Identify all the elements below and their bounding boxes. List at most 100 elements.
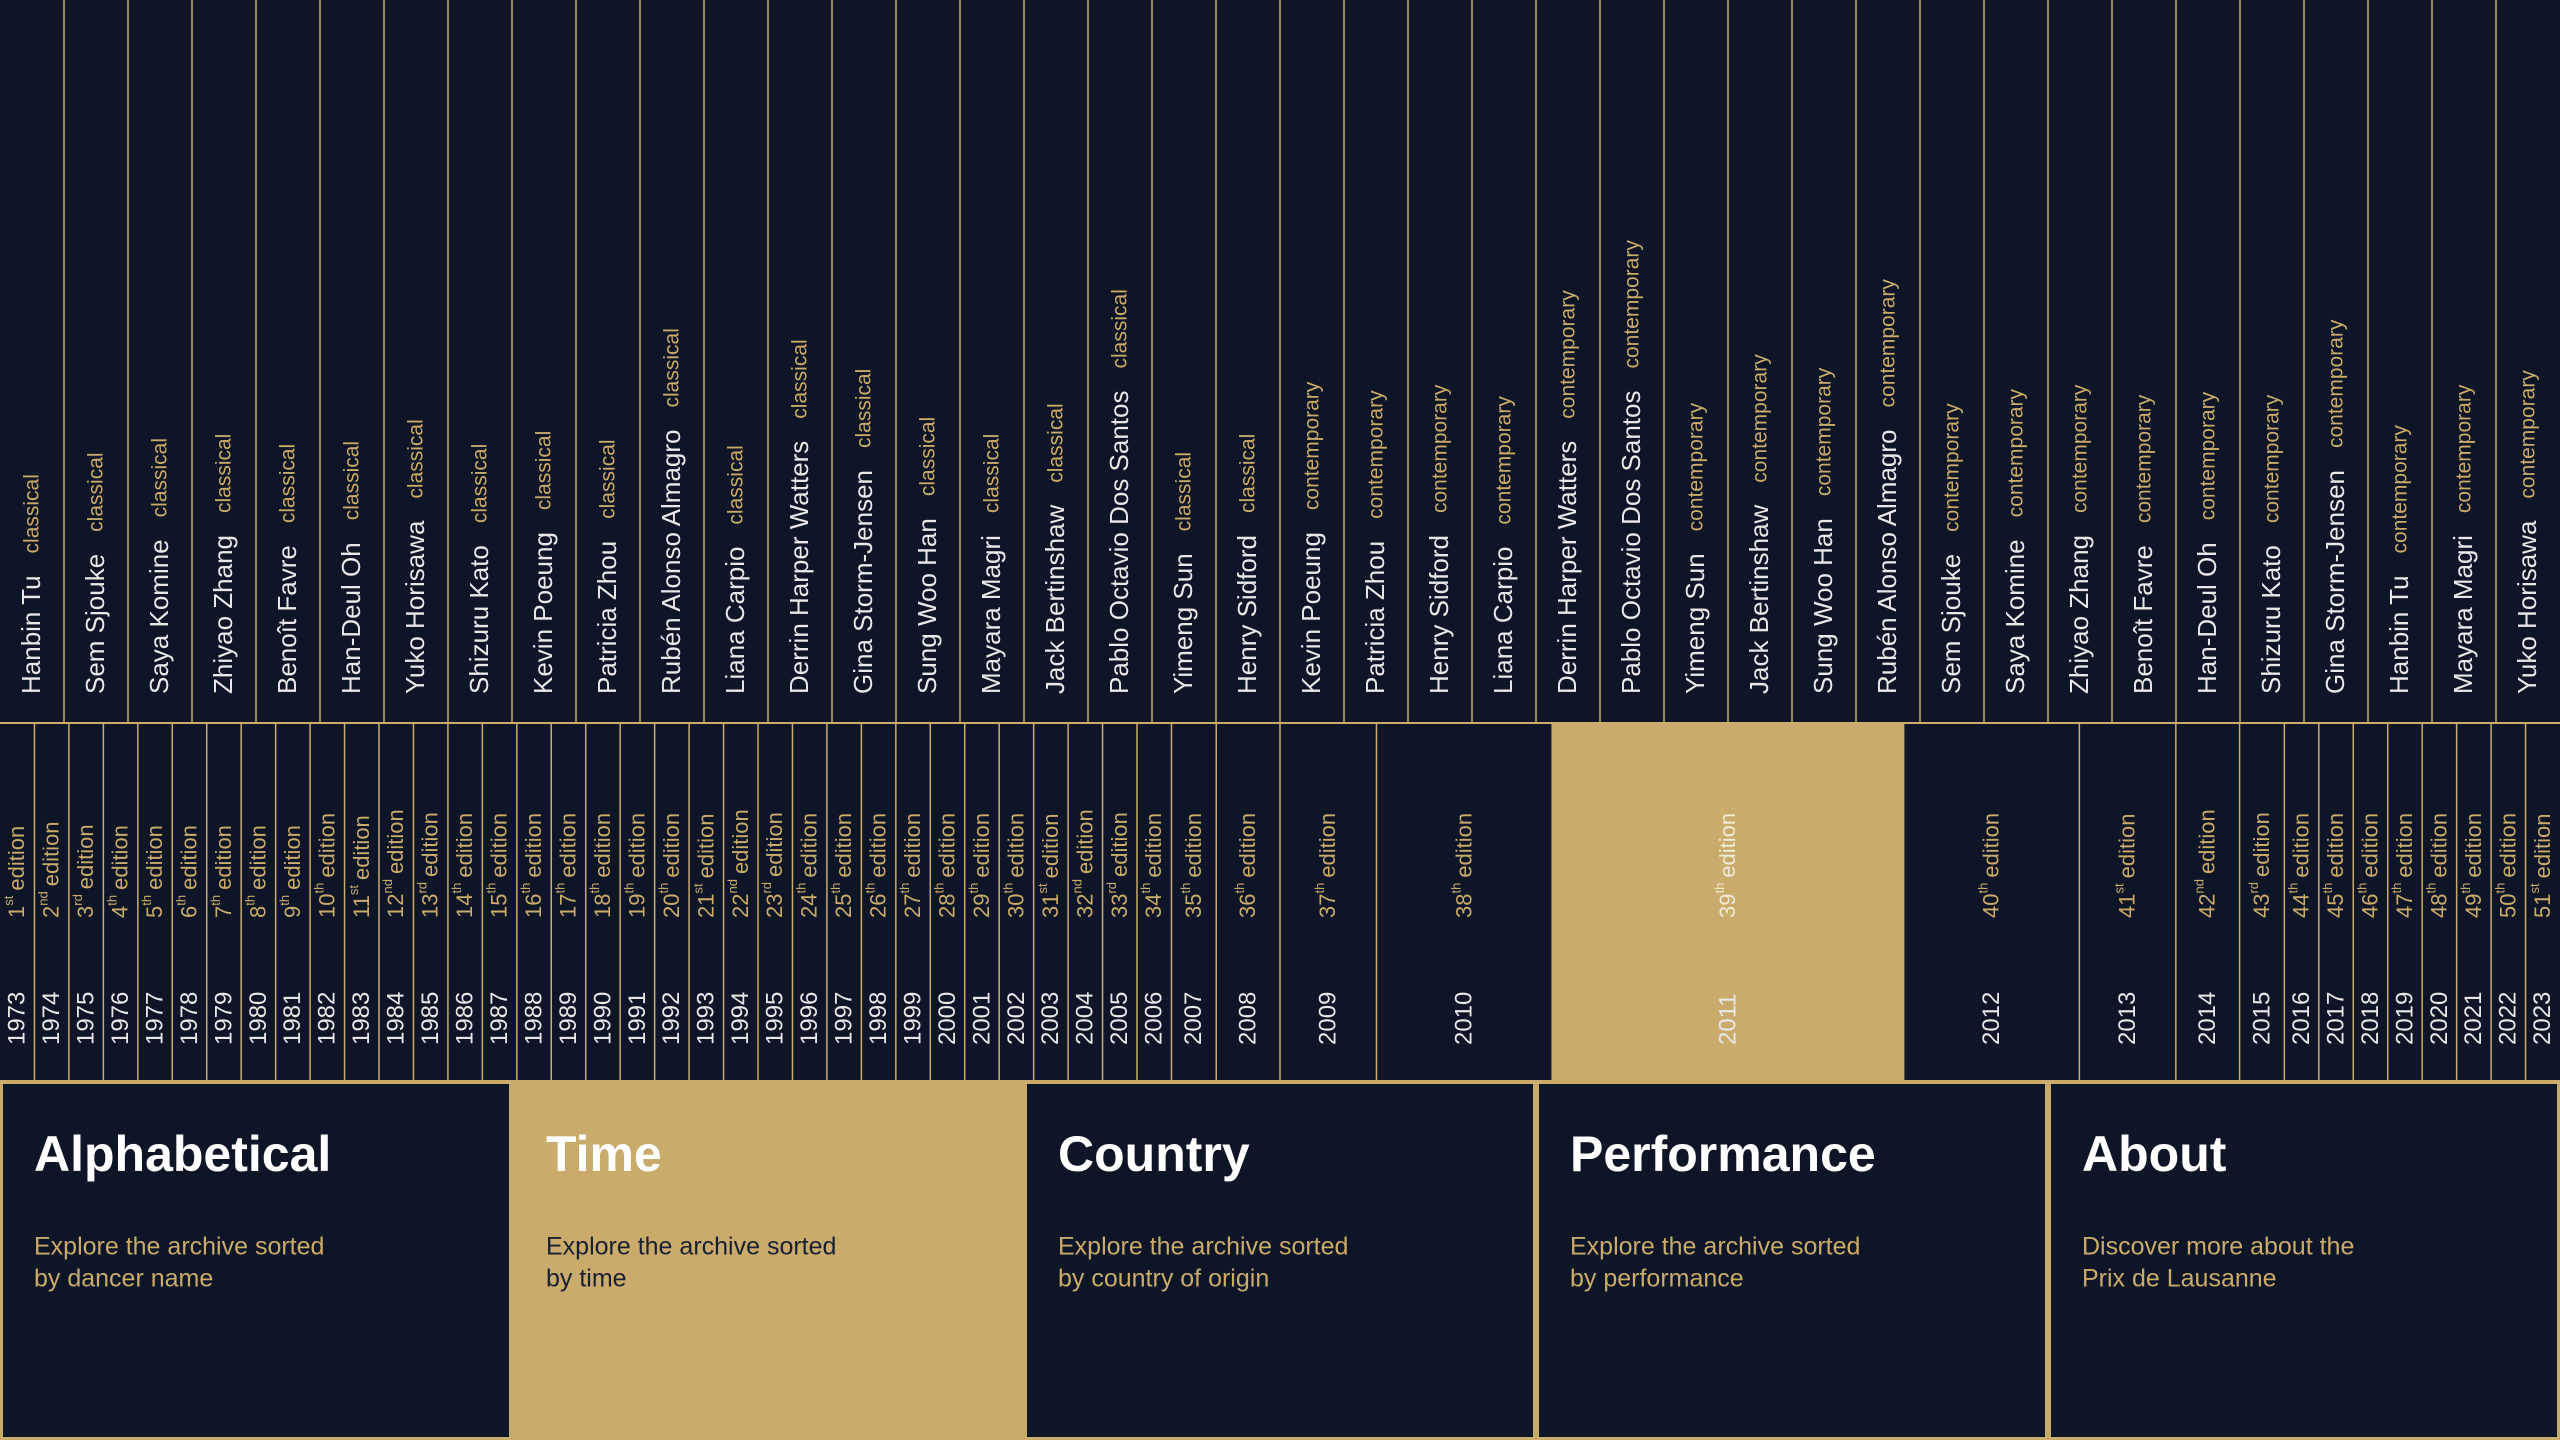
- edition-column[interactable]: 1992 20th edition: [653, 723, 689, 1081]
- dancer-column[interactable]: Sem Sjouke contemporary: [1919, 0, 1984, 723]
- edition-column[interactable]: 1988 16th edition: [516, 723, 551, 1081]
- dancer-column[interactable]: Derrin Harper Watters classical: [767, 0, 832, 723]
- edition-column[interactable]: 2011 39th edition: [1551, 723, 1904, 1081]
- edition-column[interactable]: 1976 4th edition: [102, 723, 137, 1081]
- dancer-column[interactable]: Yuko Horisawa contemporary: [2495, 0, 2560, 723]
- dancer-column[interactable]: Hanbin Tu classical: [0, 0, 64, 723]
- dancer-column[interactable]: Jack Bertinshaw contemporary: [1727, 0, 1792, 723]
- edition-column[interactable]: 1997 25th edition: [826, 723, 861, 1081]
- dancer-column[interactable]: Jack Bertinshaw classical: [1023, 0, 1088, 723]
- edition-column[interactable]: 2023 51st edition: [2524, 723, 2560, 1081]
- dancer-column[interactable]: Gina Storm-Jensen classical: [831, 0, 896, 723]
- dancer-column[interactable]: Sem Sjouke classical: [63, 0, 128, 723]
- edition-column[interactable]: 2010 38th edition: [1375, 723, 1552, 1081]
- dancer-column[interactable]: Kevin Poeung contemporary: [1279, 0, 1344, 723]
- dancer-column[interactable]: Derrin Harper Watters contemporary: [1535, 0, 1600, 723]
- dancer-column[interactable]: Liana Carpio classical: [703, 0, 768, 723]
- edition-column[interactable]: 2021 49th edition: [2455, 723, 2491, 1081]
- nav-card[interactable]: About Discover more about the Prix de Laus…: [2048, 1081, 2560, 1440]
- edition-column[interactable]: 1985 13rd edition: [412, 723, 447, 1081]
- edition-column[interactable]: 2012 40th edition: [1902, 723, 2080, 1081]
- dancer-column[interactable]: Sung Woo Han classical: [895, 0, 960, 723]
- dancer-column[interactable]: Pablo Octavio Dos Santos classical: [1087, 0, 1152, 723]
- edition-column[interactable]: 2005 33rd edition: [1101, 723, 1137, 1081]
- edition-column[interactable]: 1973 1st edition: [0, 723, 34, 1081]
- dancer-column[interactable]: Patricia Zhou classical: [575, 0, 640, 723]
- edition-column[interactable]: 1996 24th edition: [791, 723, 826, 1081]
- edition-column[interactable]: 2020 48th edition: [2421, 723, 2456, 1081]
- edition-column[interactable]: 1986 14th edition: [447, 723, 482, 1081]
- nav-card-active[interactable]: [512, 1081, 1024, 1440]
- edition-column[interactable]: 1998 26th edition: [860, 723, 895, 1081]
- edition-column[interactable]: 1989 17th edition: [550, 723, 585, 1081]
- nav-card[interactable]: Time Explore the archive sorted by time: [512, 1081, 1024, 1440]
- edition-column[interactable]: 1979 7th edition: [205, 723, 241, 1081]
- dancer-column[interactable]: Henry Sidford classical: [1215, 0, 1280, 723]
- dancer-column[interactable]: Gina Storm-Jensen contemporary: [2303, 0, 2368, 723]
- dancer-column[interactable]: Henry Sidford contemporary: [1407, 0, 1472, 723]
- dancer-column[interactable]: Kevin Poeung classical: [511, 0, 576, 723]
- nav-card[interactable]: Country Explore the archive sorted by coun…: [1024, 1081, 1536, 1440]
- edition-column[interactable]: 2016 44th edition: [2283, 723, 2318, 1081]
- edition-column[interactable]: 1995 23rd edition: [757, 723, 792, 1081]
- dancer-column[interactable]: Rubén Alonso Almagro contemporary: [1855, 0, 1920, 723]
- edition-column[interactable]: 2013 41st edition: [2078, 723, 2175, 1081]
- edition-column[interactable]: 2014 42nd edition: [2175, 723, 2240, 1081]
- dancer-column[interactable]: Benoît Favre classical: [255, 0, 320, 723]
- dancer-column[interactable]: Rubén Alonso Almagro classical: [639, 0, 704, 723]
- edition-column[interactable]: 1984 12nd edition: [378, 723, 413, 1081]
- dancer-column[interactable]: Benoît Favre contemporary: [2111, 0, 2176, 723]
- edition-column[interactable]: 1994 22nd edition: [722, 723, 758, 1081]
- dancer-column[interactable]: Yuko Horisawa classical: [383, 0, 448, 723]
- dancer-column[interactable]: Hanbin Tu contemporary: [2367, 0, 2432, 723]
- edition-column[interactable]: 2018 46th edition: [2352, 723, 2387, 1081]
- dancer-column[interactable]: Shizuru Kato classical: [447, 0, 512, 723]
- edition-column[interactable]: 2017 45th edition: [2318, 723, 2353, 1081]
- edition-column[interactable]: 1981 9th edition: [274, 723, 310, 1081]
- dancer-column[interactable]: Pablo Octavio Dos Santos contemporary: [1599, 0, 1664, 723]
- edition-column[interactable]: 2019 47th edition: [2386, 723, 2422, 1081]
- edition-column[interactable]: 1978 6th edition: [171, 723, 206, 1081]
- edition-active[interactable]: [1552, 723, 1904, 1081]
- dancer-column[interactable]: Shizuru Kato contemporary: [2239, 0, 2304, 723]
- dancer-column[interactable]: Han-Deul Oh classical: [319, 0, 384, 723]
- dancer-column[interactable]: Zhiyao Zhang contemporary: [2047, 0, 2112, 723]
- edition-column[interactable]: 1999 27th edition: [895, 723, 930, 1081]
- edition-column[interactable]: 2001 29th edition: [963, 723, 999, 1081]
- edition-column[interactable]: 1977 5th edition: [137, 723, 172, 1081]
- edition-column[interactable]: 2000 28th edition: [929, 723, 964, 1081]
- edition-column[interactable]: 1983 11st edition: [343, 723, 379, 1081]
- edition-column[interactable]: 2009 37th edition: [1279, 723, 1376, 1081]
- edition-column[interactable]: 2007 35th edition: [1170, 723, 1216, 1081]
- edition-column[interactable]: 1991 19th edition: [619, 723, 654, 1081]
- nav-card-bg[interactable]: [1024, 1081, 1536, 1440]
- edition-column[interactable]: 1990 18th edition: [584, 723, 620, 1081]
- dancer-column[interactable]: Han-Deul Oh contemporary: [2175, 0, 2240, 723]
- edition-column[interactable]: 2015 43rd edition: [2238, 723, 2285, 1081]
- edition-column[interactable]: 1980 8th edition: [240, 723, 275, 1081]
- nav-card-bg[interactable]: [2048, 1081, 2560, 1440]
- edition-column[interactable]: 2003 31st edition: [1032, 723, 1068, 1081]
- dancer-column[interactable]: Yimeng Sun classical: [1151, 0, 1216, 723]
- dancer-column[interactable]: Patricia Zhou contemporary: [1343, 0, 1408, 723]
- edition-column[interactable]: 2022 50th edition: [2490, 723, 2525, 1081]
- edition-column[interactable]: 1974 2nd edition: [33, 723, 68, 1081]
- dancer-column[interactable]: Liana Carpio contemporary: [1471, 0, 1536, 723]
- nav-card[interactable]: Alphabetical Explore the archive sorted by…: [0, 1081, 512, 1440]
- dancer-column[interactable]: Yimeng Sun contemporary: [1663, 0, 1728, 723]
- dancer-column[interactable]: Mayara Magri classical: [959, 0, 1024, 723]
- edition-column[interactable]: 2006 34th edition: [1136, 723, 1171, 1081]
- dancer-column[interactable]: Saya Komine classical: [127, 0, 192, 723]
- dancer-column[interactable]: Mayara Magri contemporary: [2431, 0, 2496, 723]
- edition-column[interactable]: 1987 15th edition: [481, 723, 516, 1081]
- dancer-column[interactable]: Zhiyao Zhang classical: [191, 0, 256, 723]
- nav-card-bg[interactable]: [0, 1081, 512, 1440]
- edition-column[interactable]: 2002 30th edition: [998, 723, 1033, 1081]
- edition-column[interactable]: 1993 21st edition: [688, 723, 723, 1081]
- edition-column[interactable]: 1982 10th edition: [309, 723, 344, 1081]
- edition-column[interactable]: 2004 32nd edition: [1067, 723, 1102, 1081]
- nav-card-bg[interactable]: [1536, 1081, 2048, 1440]
- edition-column[interactable]: 1975 3rd edition: [68, 723, 103, 1081]
- nav-card[interactable]: Performance Explore the archive sorted by …: [1536, 1081, 2048, 1440]
- dancer-column[interactable]: Saya Komine contemporary: [1983, 0, 2048, 723]
